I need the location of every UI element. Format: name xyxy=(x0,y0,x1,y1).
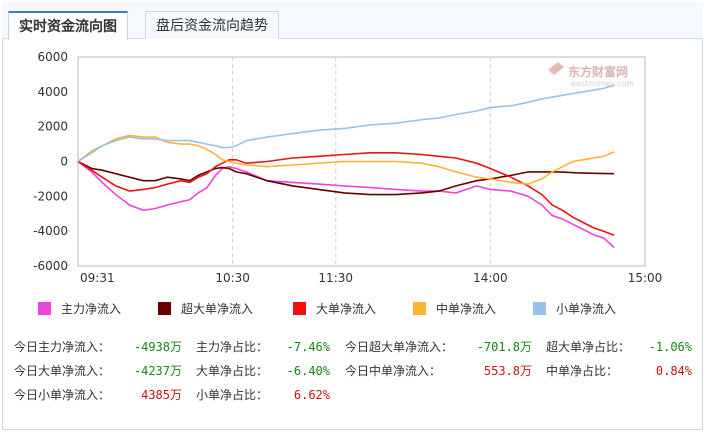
stat-label: 今日中单净流入： xyxy=(345,364,442,378)
stat-value: -4237万 xyxy=(133,364,182,378)
fund-flow-chart: 6000 4000 2000 0 -2000 -4000 -6000 09:31 10:30 11… xyxy=(33,50,663,285)
legend-label: 大单净流入 xyxy=(316,302,377,316)
y-tick-label: 2000 xyxy=(37,120,68,134)
stat-label: 今日主力净流入： xyxy=(14,340,111,354)
series-line-1 xyxy=(77,160,615,249)
tab-realtime-flow[interactable]: 实时资金流向图 xyxy=(8,11,128,40)
stat-value: -1.06% xyxy=(648,340,692,354)
legend-swatch xyxy=(413,302,426,315)
stat-label: 主力净占比： xyxy=(196,340,269,354)
stat-label: 中单净占比： xyxy=(546,364,619,378)
series-line-4 xyxy=(77,134,615,185)
stat-label: 超大单净占比： xyxy=(546,340,631,354)
stat-value: 553.8万 xyxy=(483,364,532,378)
y-tick-label: -2000 xyxy=(33,189,68,203)
stat-value: 6.62% xyxy=(293,388,330,402)
y-tick-label: -4000 xyxy=(33,224,68,238)
y-tick-label: 0 xyxy=(60,155,68,169)
stat-label: 今日小单净流入： xyxy=(14,388,111,402)
stat-value: -701.8万 xyxy=(476,340,532,354)
tab-bar: 实时资金流向图 盘后资金流向趋势 xyxy=(2,2,703,40)
stat-label: 今日超大单净流入： xyxy=(345,340,454,354)
legend-swatch xyxy=(533,302,546,315)
legend-swatch xyxy=(158,302,171,315)
y-tick-label: -6000 xyxy=(33,259,68,273)
x-tick-label: 15:00 xyxy=(628,271,663,285)
stat-label: 今日大单净流入： xyxy=(14,364,111,378)
stat-value: 0.84% xyxy=(655,364,692,378)
legend-swatch xyxy=(293,302,306,315)
x-tick-label: 09:31 xyxy=(80,271,115,285)
x-tick-label: 10:30 xyxy=(215,271,250,285)
legend-label: 超大单净流入 xyxy=(181,302,254,316)
legend-label: 小单净流入 xyxy=(556,302,617,316)
x-tick-label: 14:00 xyxy=(473,271,508,285)
series-line-5 xyxy=(77,84,615,163)
watermark-domain: eastmoney.com xyxy=(571,79,634,88)
stats-table: 今日主力净流入： -4938万 主力净占比： -7.46% 今日超大单净流入： -701.… xyxy=(0,337,706,427)
stat-value: 4385万 xyxy=(141,388,182,402)
legend-label: 主力净流入 xyxy=(61,302,122,316)
tab-after-hours-trend[interactable]: 盘后资金流向趋势 xyxy=(145,11,279,39)
stat-value: -7.46% xyxy=(286,340,330,354)
series-line-2 xyxy=(77,160,615,196)
y-tick-label: 4000 xyxy=(37,85,68,99)
legend-label: 中单净流入 xyxy=(436,302,497,316)
stat-label: 大单净占比： xyxy=(196,364,269,378)
series-line-3 xyxy=(77,152,615,237)
x-tick-label: 11:30 xyxy=(318,271,353,285)
stat-value: -6.40% xyxy=(286,364,330,378)
stat-label: 小单净占比： xyxy=(196,388,269,402)
watermark-brand: 东方财富网 xyxy=(568,64,628,79)
legend-swatch xyxy=(38,302,51,315)
y-tick-label: 6000 xyxy=(37,50,68,64)
stat-value: -4938万 xyxy=(133,340,182,354)
